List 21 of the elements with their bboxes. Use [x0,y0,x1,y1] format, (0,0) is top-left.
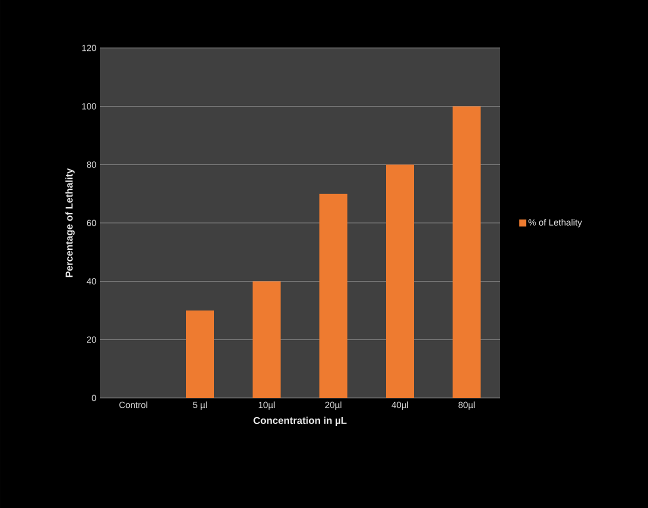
y-tick-label: 0 [92,394,96,402]
bar [452,106,481,398]
y-tick-label: 20 [86,336,96,343]
x-axis-title: Concentration in µL [254,416,347,426]
y-tick-label: 40 [86,278,96,284]
x-tick-label: 10µl [258,402,275,410]
y-tick-label: 60 [86,220,96,226]
bar [319,194,348,398]
bar [252,281,281,398]
y-tick-label: 120 [82,44,96,52]
y-tick-label: 80 [86,161,96,168]
bar [186,310,214,398]
x-tick-label: 5 µl [193,402,207,410]
x-tick-label: 40µl [392,402,408,410]
legend-label: % of Lethality [528,218,582,228]
x-tick-label: 20µl [325,402,342,410]
bar [386,164,414,398]
y-axis-title: Percentage of Lethality [65,168,75,278]
y-tick-label: 100 [82,103,96,110]
x-tick-label: 80µl [458,402,475,410]
x-tick-label: Control [119,402,148,408]
